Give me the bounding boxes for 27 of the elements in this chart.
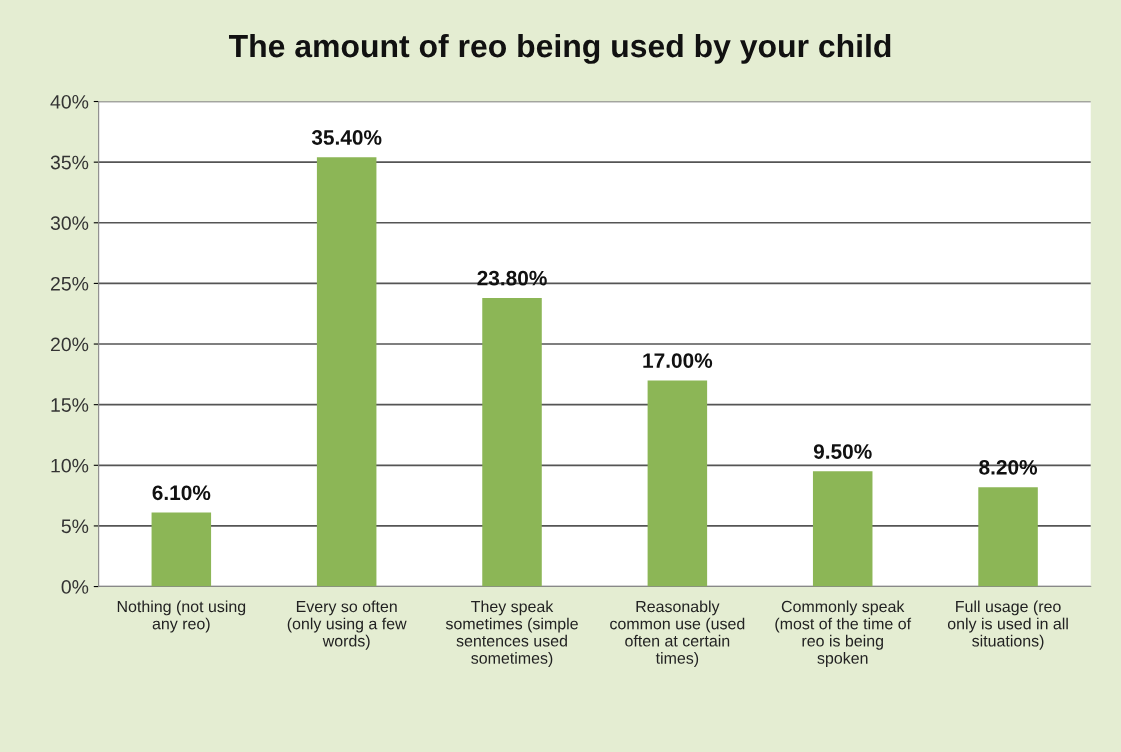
data-label: 17.00%: [643, 353, 713, 368]
chart-title: The amount of reo being used by your child: [228, 33, 891, 64]
x-tick-label: Commonly speak (most of the time of reo is being spoken: [775, 600, 912, 667]
data-label: 9.50%: [813, 444, 872, 459]
x-tick-label: They speak sometimes (simple sentences used sometimes): [445, 600, 578, 667]
bar: [151, 512, 212, 587]
bar: [482, 297, 542, 587]
y-tick-label: 25%: [50, 276, 89, 291]
x-tick-label: Nothing (not using any reo): [117, 600, 246, 633]
y-tick-label: 5%: [61, 519, 89, 534]
bar: [978, 487, 1038, 587]
x-tick-label: Every so often (only using a few words): [287, 600, 407, 650]
y-tick-label: 35%: [50, 155, 89, 170]
bar: [647, 380, 708, 587]
x-tick-label: Full usage (reo only is used in all situations): [947, 600, 1068, 650]
data-label: 35.40%: [311, 130, 382, 145]
bar: [812, 471, 873, 587]
y-tick-label: 10%: [51, 458, 89, 473]
y-tick-label: 0%: [61, 580, 89, 594]
data-label: 6.10%: [152, 485, 211, 501]
y-tick-label: 30%: [50, 216, 89, 231]
y-tick-label: 15%: [51, 398, 89, 412]
y-tick-label: 40%: [50, 94, 89, 109]
x-tick-label: Reasonably common use (used often at certain times): [610, 600, 745, 667]
y-tick-label: 20%: [50, 337, 89, 352]
data-label: 23.80%: [477, 270, 547, 286]
bar: [316, 157, 377, 587]
